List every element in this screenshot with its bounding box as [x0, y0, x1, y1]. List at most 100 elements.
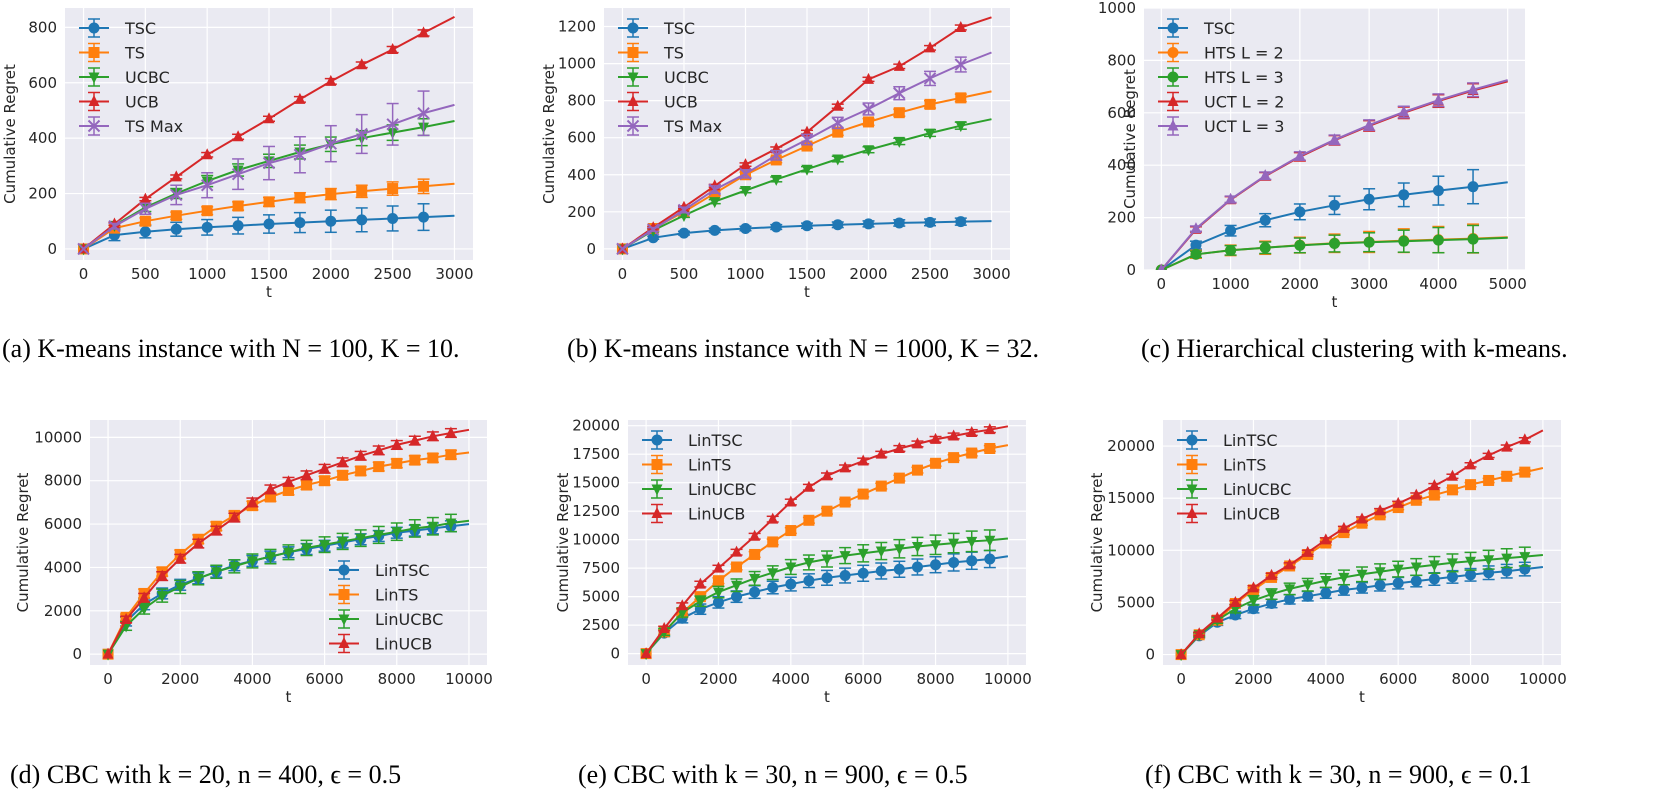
chart-d-data-point: [138, 591, 150, 603]
chart-d-legend-marker: [338, 589, 350, 600]
chart-e-data-point: [893, 472, 905, 484]
chart-b-y-tick-label: 200: [567, 203, 596, 221]
chart-f-data-point: [1392, 564, 1404, 576]
chart-d-data-point: [355, 449, 367, 461]
chart-d-data-point: [156, 569, 168, 581]
chart-d-data-point: [156, 591, 168, 603]
chart-e-data-point: [911, 464, 923, 476]
chart-a-data-point: [139, 215, 151, 227]
chart-c-x-tick-label: 4000: [1419, 275, 1457, 293]
chart-f-legend-label: LinTS: [1223, 456, 1266, 475]
chart-f-data-point: [1392, 577, 1404, 589]
chart-e-data-point: [911, 437, 923, 449]
chart-b-data-point: [770, 221, 782, 233]
chart-f-data-point: [1374, 567, 1386, 579]
chart-b-y-tick-label: 400: [567, 166, 596, 184]
chart-c-data-point: [1467, 83, 1479, 95]
chart-b-legend-item: TSC: [618, 18, 695, 38]
chart-d-data-point: [264, 491, 276, 503]
chart-c-data-point: [1294, 206, 1306, 218]
chart-e-y-axis-label: Cumulative Regret: [554, 472, 572, 612]
chart-b-legend-marker: [627, 47, 639, 58]
chart-e-data-point: [857, 548, 869, 560]
chart-f-data-point: [1193, 627, 1205, 639]
chart-e-data-point: [875, 447, 887, 459]
chart-d-data-point: [192, 573, 204, 585]
chart-d-x-tick-label: 10000: [445, 670, 493, 688]
chart-f-data-point: [1446, 484, 1458, 496]
chart-d-data-point: [337, 469, 349, 481]
chart-b-x-tick-label: 1500: [788, 265, 826, 283]
chart-e-data-point: [785, 525, 797, 537]
chart-f-y-tick-label: 15000: [1107, 489, 1155, 507]
chart-a-legend-marker: [87, 119, 101, 133]
chart-c-data-point: [1294, 239, 1306, 251]
chart-b-x-tick-label: 2500: [911, 265, 949, 283]
chart-c-data-point: [1294, 149, 1306, 161]
chart-b-x-tick-label: 0: [618, 265, 628, 283]
caption-c: (c) Hierarchical clustering with k-means…: [1141, 334, 1568, 363]
chart-d-data-point: [409, 454, 421, 466]
chart-b-legend-item: TS: [618, 42, 684, 63]
chart-e-data-point: [839, 570, 851, 582]
chart-c-legend-label: HTS L = 3: [1204, 68, 1284, 87]
caption-a: (a) K-means instance with N = 100, K = 1…: [2, 334, 460, 363]
chart-a-y-tick-label: 600: [28, 74, 57, 92]
chart-b-y-tick-label: 800: [567, 92, 596, 110]
chart-d-y-axis-label: Cumulative Regret: [14, 472, 32, 612]
chart-f-legend-item: LinTS: [1177, 454, 1266, 475]
chart-c-x-tick-label: 0: [1157, 275, 1167, 293]
chart-a-series-ts-max: [77, 90, 455, 256]
chart-d-data-point: [427, 429, 439, 441]
chart-d-legend-label: LinTS: [375, 586, 418, 605]
chart-f-data-point: [1247, 603, 1259, 615]
chart-e-data-point: [930, 432, 942, 444]
chart-d-data-point: [138, 604, 150, 616]
chart-a-legend-item: UCBC: [79, 67, 170, 87]
chart-a-data-point: [108, 220, 121, 233]
chart-f-y-tick-label: 5000: [1117, 593, 1155, 611]
chart-b-data-point: [955, 92, 967, 104]
chart-b-data-point: [801, 140, 813, 152]
chart-d-y-tick-label: 10000: [34, 428, 82, 446]
chart-c-y-tick-label: 600: [1107, 104, 1136, 122]
chart-f-data-point: [1428, 489, 1440, 501]
chart-d-series-linucbc: [102, 513, 470, 661]
chart-f-data-point: [1483, 555, 1495, 567]
chart-e-data-point: [821, 554, 833, 566]
chart-a-data-point: [201, 148, 213, 160]
chart-e-data-point: [749, 573, 761, 585]
chart-c-data-point: [1363, 236, 1375, 248]
chart-b-data-point: [677, 203, 691, 217]
chart-d-data-point: [102, 647, 114, 659]
chart-c-data-point: [1329, 199, 1340, 211]
chart-d-legend-label: LinUCB: [375, 635, 432, 654]
chart-f-data-point: [1446, 558, 1458, 570]
chart-e-data-point: [712, 575, 724, 587]
chart-e-y-tick-label: 7500: [582, 559, 620, 577]
chart-b-legend-item: TS Max: [618, 116, 722, 136]
chart-d-data-point: [174, 582, 186, 594]
chart-d-data-point: [373, 443, 385, 455]
chart-d-data-point: [409, 523, 421, 535]
chart-c-data-point: [1432, 93, 1444, 105]
chart-a-data-point: [201, 221, 213, 233]
chart-b-y-tick-label: 1200: [558, 18, 596, 36]
chart-d-x-axis-label: t: [286, 688, 292, 706]
chart-a-legend-marker: [88, 72, 100, 84]
chart-e-data-point: [911, 561, 923, 573]
chart-a-y-tick-label: 0: [47, 240, 57, 258]
chart-e-data-point: [731, 545, 743, 557]
chart-b-data-point: [955, 216, 967, 228]
chart-e-data-point: [930, 559, 942, 571]
chart-a-x-axis-label: t: [266, 283, 272, 301]
chart-e-data-point: [948, 538, 960, 550]
chart-d-x-tick-label: 0: [103, 670, 113, 688]
chart-b-data-point: [739, 158, 751, 170]
chart-b-y-axis-label: Cumulative Regret: [540, 64, 558, 204]
chart-f-data-point: [1320, 576, 1332, 588]
chart-b-data-point: [832, 219, 844, 231]
chart-a-data-point: [263, 112, 275, 124]
chart-f-legend-marker: [1186, 434, 1198, 446]
chart-b-data-point: [832, 126, 844, 138]
